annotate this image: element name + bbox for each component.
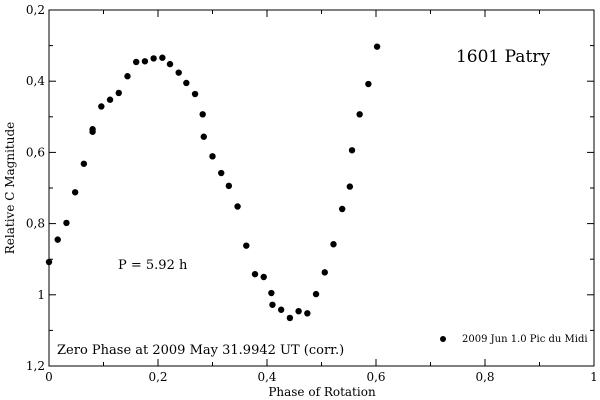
data-point bbox=[339, 205, 346, 213]
data-point bbox=[150, 55, 157, 62]
data-point bbox=[106, 96, 114, 103]
data-point bbox=[243, 242, 250, 249]
data-point bbox=[200, 133, 207, 140]
data-point bbox=[356, 111, 363, 118]
y-tick-label: 0,2 bbox=[26, 3, 45, 17]
data-point bbox=[268, 289, 275, 297]
data-point bbox=[346, 183, 354, 190]
data-point bbox=[124, 73, 131, 80]
y-tick-label: 0,6 bbox=[26, 145, 45, 159]
y-tick-label: 0,4 bbox=[26, 74, 45, 88]
x-tick-label: 0,4 bbox=[257, 370, 276, 384]
y-tick-label: 0,8 bbox=[26, 217, 45, 231]
data-point bbox=[218, 169, 225, 177]
data-point bbox=[295, 307, 302, 315]
data-point bbox=[159, 54, 166, 61]
legend: 2009 Jun 1.0 Pic du Midi bbox=[440, 334, 588, 345]
data-point bbox=[115, 89, 122, 97]
zero-phase-label: Zero Phase at 2009 May 31.9942 UT (corr.… bbox=[57, 343, 344, 358]
y-tick-label: 1,2 bbox=[26, 359, 45, 373]
data-point bbox=[54, 236, 61, 243]
data-point bbox=[312, 290, 320, 298]
x-tick-label: 0,6 bbox=[366, 370, 385, 384]
x-axis-label: Phase of Rotation bbox=[268, 385, 376, 399]
data-point bbox=[269, 301, 276, 308]
data-point bbox=[260, 273, 267, 281]
data-point bbox=[365, 80, 372, 88]
object-label: 1601 Patry bbox=[456, 47, 550, 67]
data-point bbox=[330, 241, 337, 248]
data-point bbox=[175, 69, 182, 76]
data-point bbox=[45, 258, 53, 266]
data-point bbox=[373, 43, 381, 50]
data-point bbox=[63, 219, 70, 227]
data-point bbox=[80, 160, 88, 167]
x-tick-label: 0,2 bbox=[148, 370, 167, 384]
x-tick-label: 0,8 bbox=[475, 370, 494, 384]
data-point bbox=[183, 79, 190, 87]
y-tick-label: 1 bbox=[37, 288, 45, 302]
data-point bbox=[348, 147, 356, 154]
data-point bbox=[321, 269, 328, 276]
data-point bbox=[225, 182, 233, 190]
data-point bbox=[98, 103, 105, 110]
data-point bbox=[141, 58, 149, 65]
data-point bbox=[133, 58, 140, 66]
period-label: P = 5.92 h bbox=[118, 258, 188, 273]
data-point bbox=[209, 153, 216, 160]
data-point bbox=[286, 314, 294, 322]
data-point bbox=[277, 306, 285, 313]
data-point bbox=[234, 203, 241, 210]
legend-marker bbox=[440, 336, 446, 342]
data-point bbox=[199, 111, 206, 118]
x-tick-label: 1 bbox=[590, 370, 598, 384]
data-point bbox=[166, 60, 174, 68]
y-axis-label: Relative C Magnitude bbox=[3, 122, 17, 255]
data-point bbox=[89, 126, 96, 133]
legend-entry: 2009 Jun 1.0 Pic du Midi bbox=[462, 334, 588, 345]
axis-ticks bbox=[48, 9, 595, 367]
data-point bbox=[71, 189, 79, 196]
data-point bbox=[304, 310, 311, 317]
data-points bbox=[45, 43, 381, 322]
data-point bbox=[191, 90, 199, 98]
x-tick-label: 0 bbox=[45, 370, 53, 384]
data-point bbox=[251, 270, 259, 278]
tick-labels: 0 0,2 0,4 0,6 0,8 1 0,2 0,4 0,6 0,8 1 1,2 bbox=[26, 3, 598, 384]
